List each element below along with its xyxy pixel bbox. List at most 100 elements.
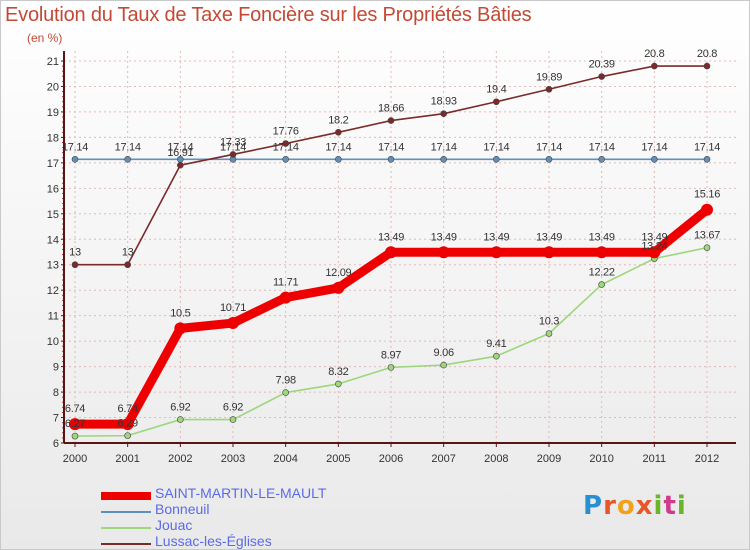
data-point	[703, 156, 711, 163]
data-point	[703, 62, 711, 70]
x-tick-label: 2000	[63, 453, 87, 465]
data-point	[545, 156, 553, 163]
data-label: 18.93	[431, 96, 457, 108]
legend-swatch-lussac-les-eglises	[101, 543, 151, 545]
series-lines	[69, 62, 713, 440]
data-point	[335, 380, 342, 388]
data-label: 6.92	[223, 402, 243, 414]
x-tick-label: 2011	[643, 453, 667, 465]
proxiti-logo: Proxiti	[583, 491, 687, 521]
data-label: 6.27	[65, 418, 85, 430]
x-tick-label: 2010	[589, 453, 613, 465]
data-point	[651, 156, 658, 163]
data-label: 13.67	[694, 230, 720, 242]
data-label: 8.97	[381, 349, 401, 361]
data-label: 7.98	[276, 375, 296, 387]
data-point	[595, 246, 608, 259]
data-point	[71, 261, 79, 269]
data-point	[385, 246, 397, 259]
y-tick-label: 20	[47, 81, 59, 93]
y-tick-label: 10	[47, 336, 59, 348]
data-label: 13	[69, 247, 81, 259]
y-tick-label: 15	[47, 209, 59, 221]
data-label: 19.89	[536, 71, 562, 83]
data-point	[545, 85, 553, 93]
y-tick-label: 7	[53, 413, 59, 425]
data-label: 19.4	[486, 84, 506, 96]
data-point	[177, 416, 184, 423]
data-point	[71, 156, 79, 163]
data-label: 17.33	[220, 136, 246, 148]
data-label: 18.66	[378, 103, 404, 115]
x-tick-label: 2009	[537, 453, 561, 465]
x-tick-label: 2004	[273, 453, 297, 465]
data-point	[648, 246, 661, 259]
x-tick-label: 2012	[695, 453, 719, 465]
data-point	[493, 156, 500, 163]
data-label: 17.14	[167, 141, 193, 153]
data-label: 17.14	[536, 141, 562, 153]
legend-label: Lussac-les-Églises	[155, 533, 272, 549]
data-point	[229, 151, 237, 158]
x-tick-label: 2006	[379, 453, 403, 465]
data-label: 17.14	[431, 141, 457, 153]
data-point	[598, 281, 605, 288]
data-label: 12.09	[325, 267, 351, 279]
data-point	[282, 389, 289, 396]
legend-label: SAINT-MARTIN-LE-MAULT	[155, 485, 327, 501]
data-label: 13.49	[589, 231, 615, 243]
data-point	[177, 161, 184, 169]
data-label: 8.32	[328, 366, 348, 378]
data-label: 17.14	[115, 141, 141, 153]
data-label: 6.74	[65, 403, 85, 415]
y-tick-label: 6	[53, 438, 59, 450]
y-tick-label: 21	[47, 56, 59, 68]
data-point	[335, 156, 342, 163]
axes: 6 7 8 9 10 11 12 13 14 15 16 17 18 19 20 21 2000 2001 2002…	[47, 51, 736, 465]
data-point	[227, 317, 239, 330]
grid-lines	[64, 51, 736, 443]
y-tick-label: 17	[47, 158, 59, 170]
data-label: 13.49	[536, 231, 562, 243]
data-point	[282, 140, 289, 147]
data-label: 17.14	[589, 141, 615, 153]
data-label: 6.92	[170, 402, 190, 414]
legend-label: Bonneuil	[155, 501, 210, 517]
data-point	[493, 98, 500, 106]
legend-swatch-bonneuil	[101, 511, 151, 513]
data-label: 10.5	[170, 307, 190, 319]
data-label: 10.3	[539, 315, 559, 327]
y-tick-label: 12	[47, 285, 59, 297]
data-label: 9.41	[486, 338, 506, 350]
y-tick-label: 19	[47, 107, 59, 119]
data-label: 17.14	[62, 141, 88, 153]
data-point	[440, 156, 447, 163]
x-tick-label: 2005	[326, 453, 350, 465]
data-label: 20.8	[697, 48, 717, 60]
legend-swatch-jouac	[101, 527, 151, 529]
y-tick-label: 14	[47, 234, 59, 246]
data-label: 20.39	[589, 59, 615, 71]
legend-swatch-saint-martin-le-mault	[101, 492, 151, 500]
data-point	[387, 364, 395, 371]
data-label: 17.76	[273, 126, 299, 138]
data-point	[543, 246, 555, 259]
data-label: 17.14	[694, 141, 720, 153]
x-tick-label: 2002	[168, 453, 192, 465]
data-label: 13	[122, 247, 134, 259]
data-label: 6.29	[118, 418, 138, 430]
x-tick-label: 2007	[431, 453, 455, 465]
x-tick-label: 2001	[115, 453, 139, 465]
data-point	[69, 418, 81, 431]
data-point	[174, 322, 187, 335]
data-point	[440, 110, 447, 118]
chart-title: Evolution du Taux de Taxe Foncière sur l…	[5, 4, 532, 26]
data-label: 10.71	[220, 302, 246, 314]
line-chart: 6 7 8 9 10 11 12 13 14 15 16 17 18 19 20 21 2000 2001 2002…	[47, 48, 736, 465]
data-point	[121, 418, 134, 431]
data-label: 13.49	[483, 231, 509, 243]
data-label: 17.14	[483, 141, 509, 153]
legend-label: Jouac	[155, 517, 193, 533]
y-tick-label: 13	[47, 260, 59, 272]
